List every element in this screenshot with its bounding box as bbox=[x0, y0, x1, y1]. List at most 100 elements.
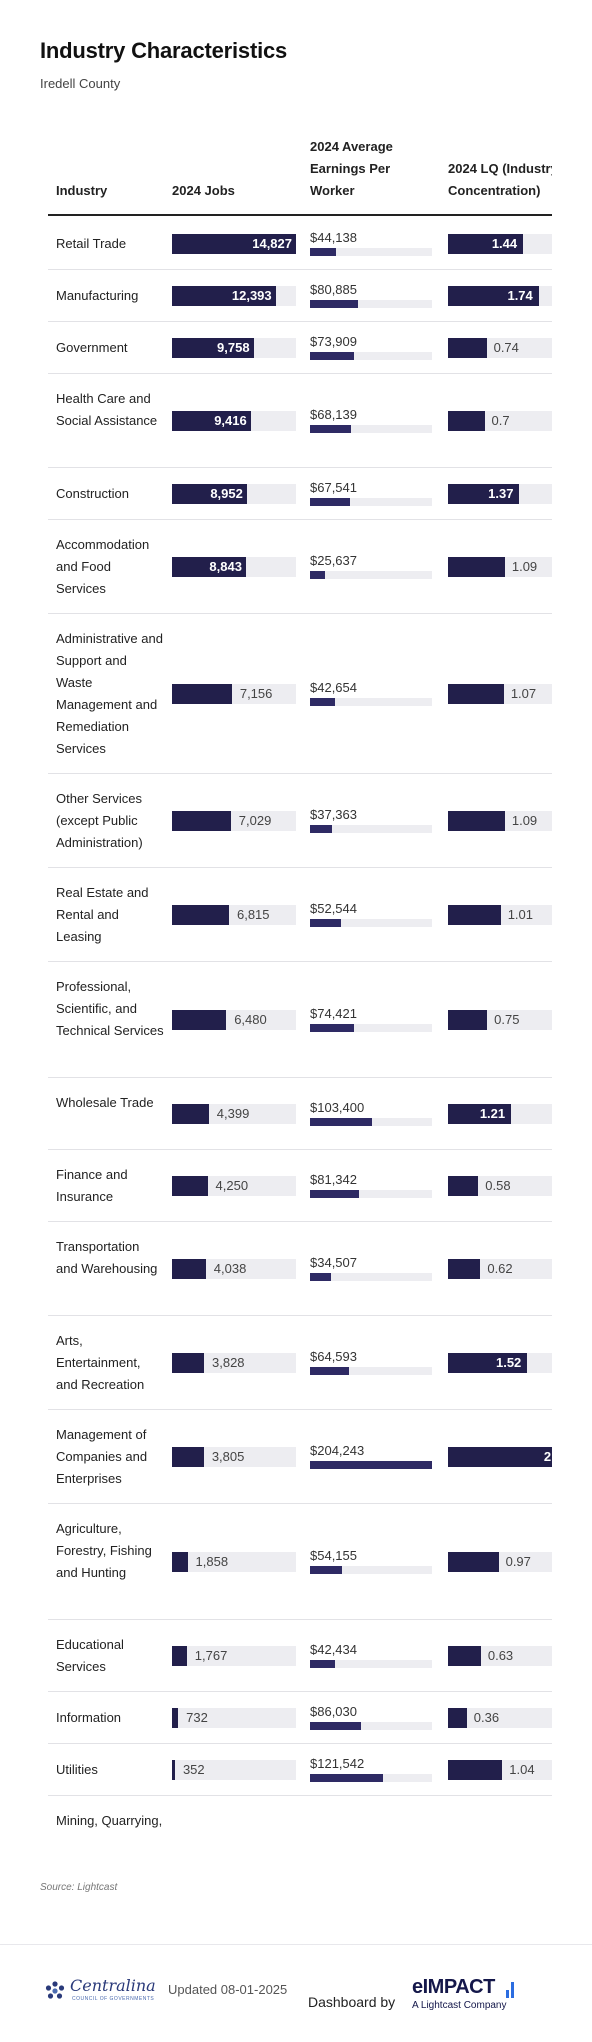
industry-name: Other Services (except Public Administra… bbox=[56, 791, 143, 850]
earnings-value-label: $52,544 bbox=[310, 901, 357, 916]
earnings-value-label: $64,593 bbox=[310, 1349, 357, 1364]
jobs-bar bbox=[172, 286, 276, 306]
table-row[interactable]: Utilities 352 $121,542 1.04 bbox=[48, 1744, 552, 1796]
earnings-bar-track bbox=[310, 1024, 432, 1032]
jobs-value-label: 8,843 bbox=[209, 559, 242, 574]
column-header-earnings[interactable]: 2024 Average Earnings Per Worker bbox=[310, 139, 393, 198]
jobs-bar-cell: 6,480 bbox=[172, 1010, 296, 1030]
table-row[interactable]: Health Care and Social Assistance 9,416 $6… bbox=[48, 374, 552, 468]
table-row[interactable]: Wholesale Trade 4,399 $103,400 1.21 bbox=[48, 1078, 552, 1150]
earnings-value-label: $86,030 bbox=[310, 1704, 357, 1719]
table-row[interactable]: Manufacturing 12,393 $80,885 1.74 bbox=[48, 270, 552, 322]
jobs-bar-cell: 4,038 bbox=[172, 1259, 296, 1279]
jobs-bar bbox=[172, 1646, 187, 1666]
table-row[interactable]: Retail Trade 14,827 $44,138 1.44 bbox=[48, 218, 552, 270]
table-row[interactable]: Administrative and Support and Waste Man… bbox=[48, 614, 552, 774]
lq-bar-cell: 1.37 bbox=[448, 484, 552, 504]
industry-name: Arts, Entertainment, and Recreation bbox=[56, 1333, 145, 1392]
jobs-value-label: 3,805 bbox=[211, 1449, 245, 1464]
earnings-bar-track bbox=[310, 1566, 432, 1574]
earnings-bar bbox=[310, 498, 351, 506]
earnings-bar bbox=[310, 825, 333, 833]
jobs-value-label: 1,858 bbox=[195, 1554, 229, 1569]
jobs-bar bbox=[172, 905, 229, 925]
lq-value-label: 0.75 bbox=[494, 1012, 520, 1027]
jobs-bar-cell: 732 bbox=[172, 1708, 296, 1728]
table-row[interactable]: Government 9,758 $73,909 0.74 bbox=[48, 322, 552, 374]
earnings-bar-track bbox=[310, 825, 432, 833]
table-row[interactable]: Other Services (except Public Administra… bbox=[48, 774, 552, 868]
industry-name: Construction bbox=[56, 486, 129, 501]
table-row[interactable]: Mining, Quarrying, and Oil and Gas Extra… bbox=[48, 1796, 552, 1834]
earnings-bar-track bbox=[310, 1774, 432, 1782]
earnings-value-label: $37,363 bbox=[310, 807, 357, 822]
lq-value-label: 1.04 bbox=[509, 1762, 535, 1777]
jobs-value-label: 8,952 bbox=[210, 486, 243, 501]
jobs-value-label: 14,827 bbox=[252, 236, 292, 251]
industry-name: Wholesale Trade bbox=[56, 1095, 154, 1110]
lq-bar-cell: 1.09 bbox=[448, 811, 552, 831]
lq-bar bbox=[448, 484, 520, 504]
table-row[interactable]: Educational Services 1,767 $42,434 0.63 bbox=[48, 1620, 552, 1692]
lq-bar bbox=[448, 684, 504, 704]
lq-bar-cell: 0.36 bbox=[448, 1708, 552, 1728]
page-subtitle: Iredell County bbox=[40, 76, 121, 91]
table-row[interactable]: Transportation and Warehousing 4,038 $34,5… bbox=[48, 1222, 552, 1316]
centralina-star-icon bbox=[45, 1981, 65, 1999]
jobs-value-label: 1,767 bbox=[194, 1648, 228, 1663]
column-header-jobs[interactable]: 2024 Jobs bbox=[172, 183, 235, 198]
eimpact-logo[interactable]: eIMPACT A Lightcast Company bbox=[412, 1976, 522, 2016]
table-row[interactable]: Finance and Insurance 4,250 $81,342 0.58 bbox=[48, 1150, 552, 1222]
column-header-lq[interactable]: 2024 LQ (Industry Concentration) bbox=[448, 161, 552, 198]
lq-value-label: 0.62 bbox=[487, 1261, 513, 1276]
jobs-bar-cell: 9,416 bbox=[172, 411, 296, 431]
table-row[interactable]: Construction 8,952 $67,541 1.37 bbox=[48, 468, 552, 520]
earnings-bar bbox=[310, 248, 337, 256]
lq-bar bbox=[448, 811, 505, 831]
lq-bar bbox=[448, 1259, 481, 1279]
table-row[interactable]: Management of Companies and Enterprises 3… bbox=[48, 1410, 552, 1504]
earnings-value-label: $25,637 bbox=[310, 553, 357, 568]
jobs-value-label: 7,156 bbox=[239, 686, 273, 701]
table-row[interactable]: Accommodation and Food Services 8,843 $25,… bbox=[48, 520, 552, 614]
lq-bar bbox=[448, 234, 524, 254]
table-row[interactable]: Agriculture, Forestry, Fishing and Hunti… bbox=[48, 1504, 552, 1620]
lq-value-label: 1.09 bbox=[511, 559, 538, 574]
table-row[interactable]: Professional, Scientific, and Technical … bbox=[48, 962, 552, 1078]
jobs-bar bbox=[172, 1353, 204, 1373]
earnings-value-label: $80,885 bbox=[310, 282, 357, 297]
earnings-bar bbox=[310, 571, 326, 579]
eimpact-bars-icon bbox=[506, 1982, 518, 1998]
jobs-value-label: 9,416 bbox=[214, 413, 247, 428]
lq-value-label: 1.52 bbox=[495, 1355, 522, 1370]
lq-value-label: 2.3 bbox=[543, 1449, 552, 1464]
earnings-value-label: $73,909 bbox=[310, 334, 357, 349]
lq-value-label: 0.74 bbox=[493, 340, 519, 355]
lq-bar bbox=[448, 1708, 467, 1728]
earnings-value-label: $54,155 bbox=[310, 1548, 357, 1563]
industry-name: Finance and Insurance bbox=[56, 1167, 128, 1204]
centralina-logo[interactable]: Centralina COUNCIL OF GOVERNMENTS bbox=[44, 1974, 156, 2006]
lq-value-label: 1.07 bbox=[510, 686, 537, 701]
jobs-bar-cell: 8,952 bbox=[172, 484, 296, 504]
jobs-bar-track bbox=[172, 1646, 296, 1666]
earnings-bar bbox=[310, 1024, 355, 1032]
lq-value-label: 0.58 bbox=[485, 1178, 511, 1193]
updated-date: Updated 08-01-2025 bbox=[168, 1982, 288, 1997]
earnings-value-label: $44,138 bbox=[310, 230, 357, 245]
table-row[interactable]: Information 732 $86,030 0.36 bbox=[48, 1692, 552, 1744]
lq-value-label: 0.7 bbox=[491, 413, 510, 428]
earnings-bar-track bbox=[310, 1722, 432, 1730]
industry-name: Accommodation and Food Services bbox=[56, 537, 150, 596]
centralina-logo-text: Centralina bbox=[70, 1976, 156, 1995]
industry-name: Manufacturing bbox=[56, 288, 139, 303]
jobs-value-label: 352 bbox=[182, 1762, 205, 1777]
jobs-bar-track bbox=[172, 1552, 296, 1572]
lq-bar bbox=[448, 557, 505, 577]
lq-bar-cell: 0.63 bbox=[448, 1646, 552, 1666]
table-row[interactable]: Real Estate and Rental and Leasing 6,815 $… bbox=[48, 868, 552, 962]
earnings-bar-track bbox=[310, 300, 432, 308]
column-header-industry[interactable]: Industry bbox=[56, 183, 108, 198]
industry-table: Industry 2024 Jobs 2024 Average Earnings… bbox=[48, 128, 552, 1834]
table-row[interactable]: Arts, Entertainment, and Recreation 3,828… bbox=[48, 1316, 552, 1410]
